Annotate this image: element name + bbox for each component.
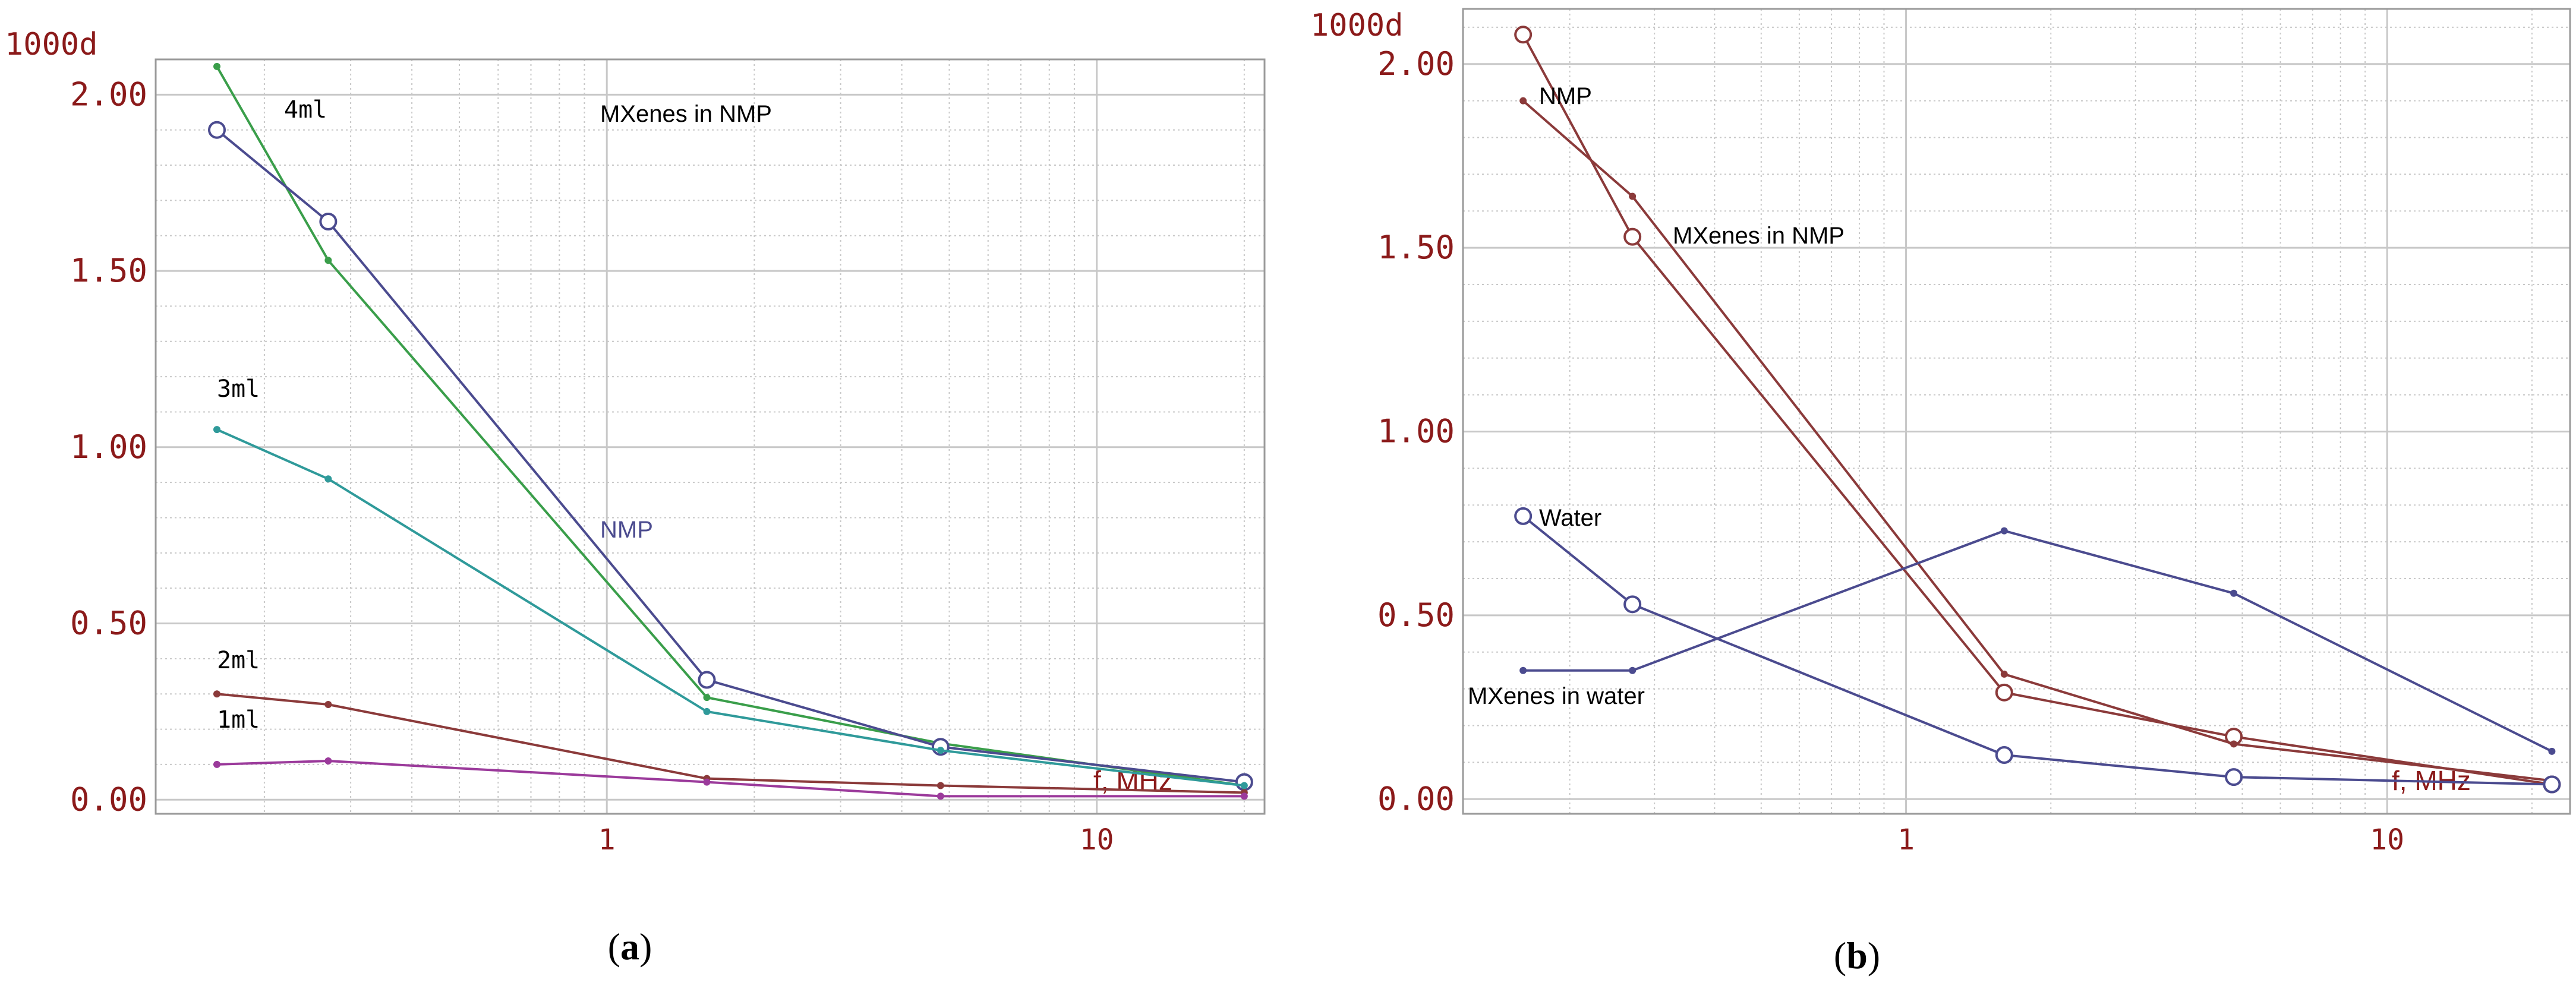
annotation-label: 1ml	[217, 706, 260, 734]
data-point	[937, 792, 944, 800]
data-point	[2548, 747, 2556, 755]
data-point	[1623, 595, 1642, 614]
data-point	[1514, 26, 1533, 44]
y-tick-label: 1.00	[1377, 413, 1455, 450]
series-1ml	[213, 757, 1248, 800]
annotation-label: NMP	[1539, 83, 1592, 109]
panel-label-paren-open: (	[1834, 934, 1846, 977]
panel-label-letter: a	[620, 925, 639, 968]
y-tick-label: 0.50	[1377, 596, 1455, 634]
series-3ml	[213, 426, 1248, 789]
y-tick-label: 1.50	[70, 252, 147, 289]
data-point	[1240, 792, 1248, 800]
plot-area	[156, 59, 1265, 814]
data-point	[2230, 740, 2238, 748]
annotation-label: Water	[1539, 505, 1601, 531]
data-point	[1519, 666, 1527, 674]
annotation-label: MXenes in water	[1468, 683, 1645, 709]
data-point	[1629, 666, 1637, 674]
data-point	[1995, 746, 2013, 764]
data-point	[1240, 782, 1248, 789]
annotation-label: 4ml	[284, 96, 327, 124]
data-point	[324, 757, 332, 764]
data-point	[2000, 670, 2008, 678]
plot-border	[1462, 8, 2571, 815]
data-point	[213, 760, 221, 768]
annotation-label: 3ml	[217, 375, 260, 403]
y-tick-label: 1.50	[1377, 229, 1455, 266]
panel-label-paren-open: (	[608, 925, 620, 968]
data-point	[698, 671, 716, 689]
data-point	[937, 782, 944, 789]
plot-area	[1463, 9, 2570, 814]
y-unit-label: 1000d	[5, 27, 98, 62]
data-point	[1514, 507, 1533, 525]
data-point	[2230, 589, 2238, 597]
panel-label: (b)	[1834, 934, 1880, 977]
annotation-label: MXenes in NMP	[1673, 223, 1844, 249]
data-point	[2000, 527, 2008, 535]
data-point	[1629, 192, 1637, 200]
data-point	[324, 257, 332, 264]
annotation-label: NMP	[600, 517, 653, 543]
x-tick-label: 1	[598, 823, 616, 857]
y-tick-label: 2.00	[1377, 45, 1455, 83]
panel-label: (a)	[608, 925, 652, 968]
y-tick-label: 0.00	[1377, 780, 1455, 817]
data-point	[324, 701, 332, 709]
data-point	[703, 778, 711, 786]
data-point	[2225, 768, 2243, 786]
plot-border	[155, 58, 1266, 815]
series-mxenes-in-water	[1519, 527, 2556, 755]
y-unit-label: 1000d	[1310, 8, 1404, 43]
y-tick-label: 1.00	[70, 428, 147, 466]
data-point	[1995, 683, 2013, 702]
data-point	[937, 747, 944, 754]
data-point	[1623, 228, 1642, 246]
panel-label-paren-close: )	[1868, 934, 1880, 977]
x-tick-label: 10	[1080, 823, 1114, 857]
data-point	[703, 707, 711, 715]
x-tick-label: 1	[1897, 823, 1915, 857]
panel-label-letter: b	[1846, 934, 1868, 977]
data-point	[703, 694, 711, 702]
data-point	[2543, 775, 2561, 794]
series-water	[1514, 507, 2561, 794]
y-tick-label: 2.00	[70, 75, 147, 113]
data-point	[1519, 97, 1527, 105]
x-tick-label: 10	[2370, 823, 2404, 857]
data-point	[213, 62, 221, 70]
y-tick-label: 0.50	[70, 605, 147, 642]
data-point	[319, 212, 338, 230]
annotation-label: MXenes in NMP	[600, 101, 772, 127]
data-point	[324, 475, 332, 483]
panel-label-paren-close: )	[639, 925, 652, 968]
data-point	[213, 690, 221, 698]
y-tick-label: 0.00	[70, 781, 147, 818]
annotation-label: 2ml	[217, 647, 260, 674]
series-nmp	[208, 121, 1253, 791]
data-point	[208, 121, 226, 139]
data-point	[213, 426, 221, 434]
